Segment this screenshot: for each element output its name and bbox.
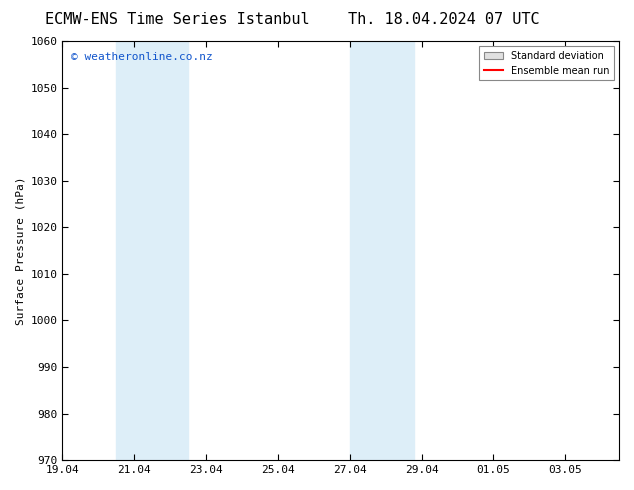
Y-axis label: Surface Pressure (hPa): Surface Pressure (hPa)	[15, 176, 25, 325]
Legend: Standard deviation, Ensemble mean run: Standard deviation, Ensemble mean run	[479, 46, 614, 80]
Text: ECMW-ENS Time Series Istanbul: ECMW-ENS Time Series Istanbul	[45, 12, 310, 27]
Bar	[350, 41, 415, 460]
Text: © weatheronline.co.nz: © weatheronline.co.nz	[71, 51, 212, 62]
Bar	[116, 41, 188, 460]
Text: Th. 18.04.2024 07 UTC: Th. 18.04.2024 07 UTC	[348, 12, 540, 27]
